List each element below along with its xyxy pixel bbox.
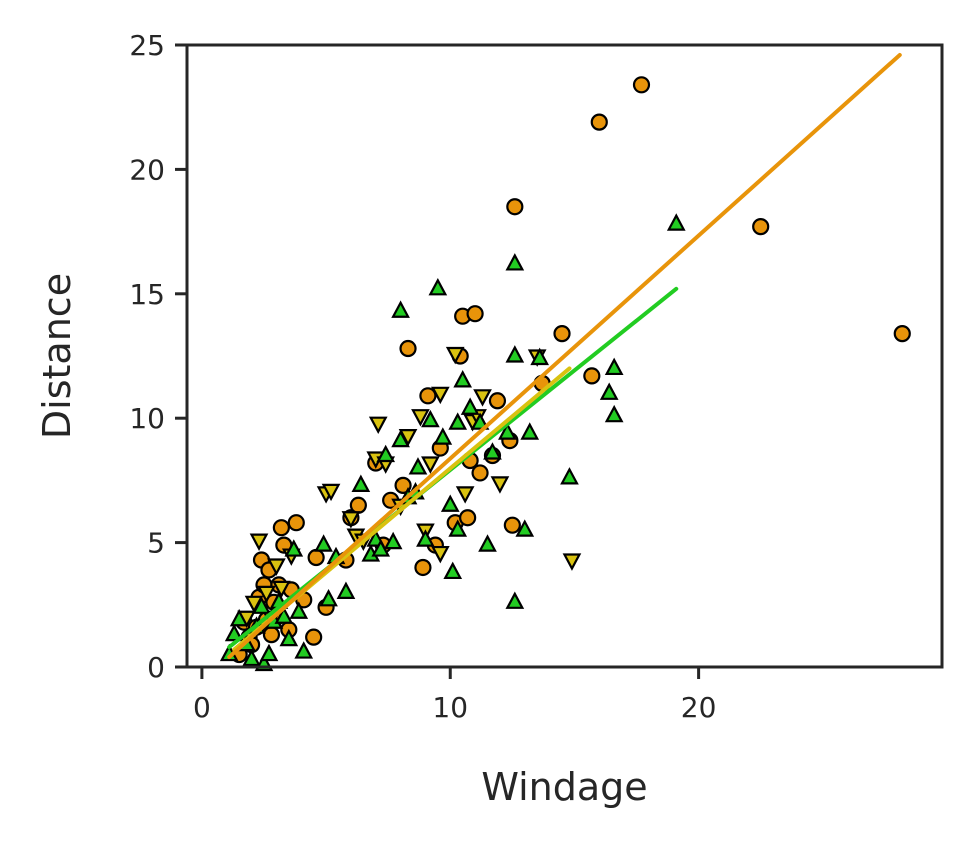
data-point xyxy=(599,382,619,400)
data-point xyxy=(893,325,911,343)
data-point xyxy=(433,427,453,445)
data-point xyxy=(294,641,314,659)
data-point xyxy=(470,412,490,430)
trend-line-circle xyxy=(227,52,902,660)
y-tick-label: 20 xyxy=(129,153,165,186)
data-point xyxy=(515,519,535,537)
data-point xyxy=(383,531,403,550)
data-point xyxy=(336,581,356,599)
data-point xyxy=(443,561,463,580)
data-point xyxy=(430,545,450,564)
data-point xyxy=(483,442,502,460)
data-point xyxy=(414,558,432,577)
plot-marks xyxy=(219,52,911,672)
data-point xyxy=(267,558,286,576)
data-point xyxy=(505,253,525,271)
data-point xyxy=(259,643,279,662)
data-point xyxy=(314,534,333,552)
data-point xyxy=(411,409,430,427)
data-point xyxy=(445,346,465,365)
data-point xyxy=(453,370,473,388)
x-tick-label: 10 xyxy=(432,691,468,724)
data-point xyxy=(448,519,468,537)
data-point xyxy=(505,345,525,363)
data-point xyxy=(430,386,450,405)
data-point xyxy=(242,648,261,667)
data-point xyxy=(466,305,484,323)
data-point xyxy=(562,553,582,571)
axis-ticks: 0 10 20 0 5 10 15 20 25 xyxy=(129,29,716,724)
data-point xyxy=(351,474,371,492)
data-point xyxy=(505,591,525,609)
data-point xyxy=(394,476,412,494)
data-point xyxy=(488,392,507,410)
data-point xyxy=(289,601,309,619)
x-tick-label: 0 xyxy=(193,691,211,724)
data-point xyxy=(399,339,417,358)
data-point xyxy=(305,628,323,646)
data-point xyxy=(408,457,428,475)
data-point xyxy=(530,347,550,366)
plot-frame xyxy=(185,43,944,669)
data-point xyxy=(252,596,271,614)
data-point xyxy=(284,539,304,557)
data-point xyxy=(666,213,686,231)
data-point xyxy=(421,456,440,474)
data-point xyxy=(473,389,492,407)
data-point xyxy=(274,606,294,624)
data-point xyxy=(341,511,361,529)
data-point xyxy=(319,588,338,607)
data-point xyxy=(455,486,475,504)
data-point xyxy=(368,416,388,435)
data-point xyxy=(506,198,524,216)
data-point xyxy=(448,412,468,430)
data-point xyxy=(419,387,437,405)
data-point xyxy=(604,357,624,376)
data-point xyxy=(416,529,435,547)
data-point xyxy=(440,494,460,512)
data-point xyxy=(229,608,249,627)
data-point xyxy=(257,585,276,604)
y-tick-label: 25 xyxy=(129,29,165,62)
data-point xyxy=(376,444,396,463)
x-axis-label: Windage xyxy=(481,765,647,809)
data-point xyxy=(498,422,517,440)
data-point xyxy=(604,404,624,423)
data-point xyxy=(224,623,244,642)
data-point xyxy=(478,534,497,552)
data-point xyxy=(349,496,367,514)
data-point xyxy=(279,628,299,647)
data-point xyxy=(391,300,410,318)
data-point xyxy=(560,467,579,485)
data-point xyxy=(460,397,480,415)
data-point xyxy=(471,464,489,482)
data-point xyxy=(321,483,341,502)
data-point xyxy=(503,516,521,534)
data-point xyxy=(272,519,290,537)
data-point xyxy=(391,429,410,448)
y-axis-label: Distance xyxy=(35,273,79,439)
data-point xyxy=(272,580,291,599)
data-point xyxy=(307,548,325,567)
data-point xyxy=(520,422,540,440)
y-tick-label: 15 xyxy=(129,278,165,311)
data-point xyxy=(632,76,651,94)
data-point xyxy=(490,476,510,494)
data-point xyxy=(553,325,571,343)
y-tick-label: 0 xyxy=(147,651,165,684)
data-point xyxy=(459,509,477,527)
x-tick-label: 20 xyxy=(681,691,717,724)
y-tick-label: 10 xyxy=(129,402,165,435)
data-point xyxy=(249,533,269,551)
data-point xyxy=(287,514,305,532)
data-point xyxy=(590,113,608,131)
y-tick-label: 5 xyxy=(147,527,165,560)
data-point xyxy=(583,367,601,385)
data-point xyxy=(262,626,281,644)
data-point xyxy=(421,409,440,428)
data-point xyxy=(428,277,448,296)
data-point xyxy=(752,218,770,236)
